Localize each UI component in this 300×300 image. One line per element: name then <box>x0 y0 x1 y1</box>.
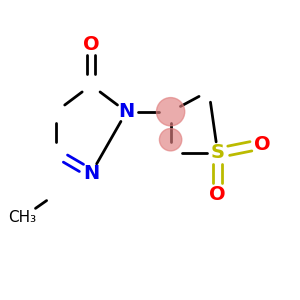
Text: N: N <box>83 164 99 183</box>
Text: S: S <box>211 143 225 162</box>
Text: O: O <box>209 185 226 204</box>
Text: O: O <box>83 34 99 53</box>
Circle shape <box>157 98 185 126</box>
Text: O: O <box>254 135 270 154</box>
Text: CH₃: CH₃ <box>8 210 36 225</box>
Text: N: N <box>118 102 135 121</box>
Circle shape <box>159 128 182 151</box>
